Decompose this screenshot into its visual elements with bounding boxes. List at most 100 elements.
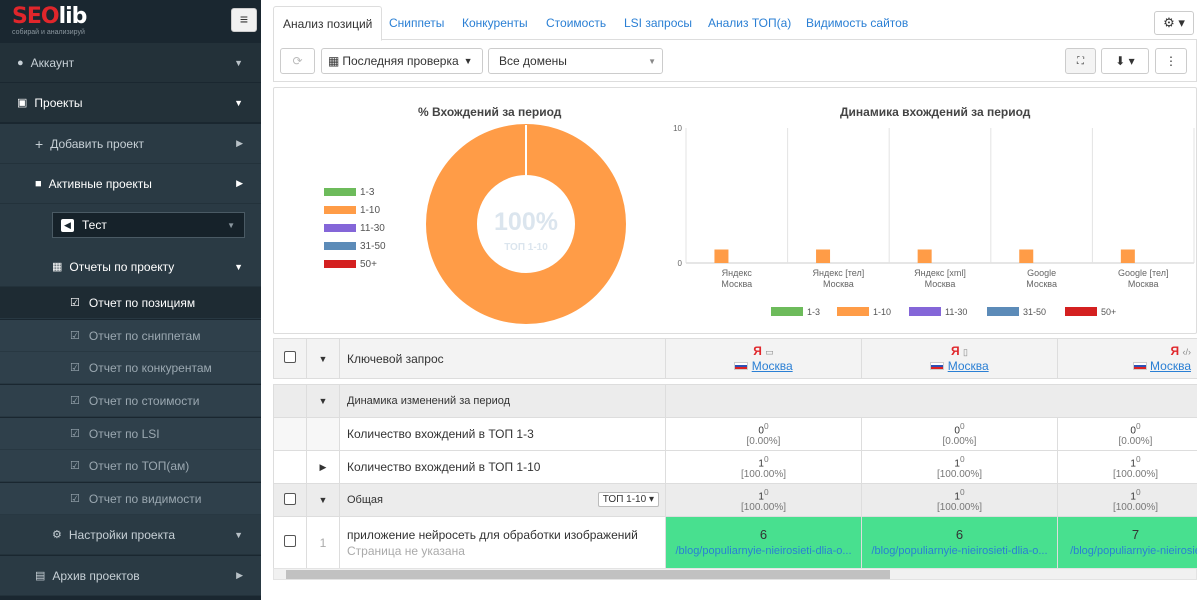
settings-dropdown-button[interactable]: ⚙ ▾ xyxy=(1154,11,1194,35)
bar[interactable] xyxy=(1120,249,1135,264)
domain-select-value: Все домены xyxy=(499,54,567,68)
region-link[interactable]: Москва xyxy=(1150,359,1191,373)
chevron-down-icon: ▼ xyxy=(234,261,243,272)
donut-legend-item[interactable]: 11-30 xyxy=(324,219,386,237)
expand-toggle[interactable]: ▶ xyxy=(306,450,340,484)
project-icon: ◀ xyxy=(61,218,74,232)
stat-cell: 00 [0.00%] xyxy=(665,417,862,451)
region-link[interactable]: Москва xyxy=(751,359,793,373)
donut-legend-item[interactable]: 50+ xyxy=(324,255,386,273)
logo[interactable]: SEOlib собирай и анализируй xyxy=(12,4,87,37)
tab-competitors[interactable]: Конкуренты xyxy=(462,16,528,30)
project-select-value: Тест xyxy=(82,218,107,232)
select-all-checkbox[interactable] xyxy=(284,351,296,363)
sidebar-report-lsi[interactable]: ☑ Отчет по LSI xyxy=(0,418,261,450)
sidebar-item-active-projects[interactable]: ■ Активные проекты ▶ xyxy=(0,164,261,204)
scrollbar-thumb[interactable] xyxy=(286,570,890,579)
row-checkbox[interactable] xyxy=(284,535,296,547)
donut-legend-item[interactable]: 31-50 xyxy=(324,237,386,255)
sidebar-item-reports[interactable]: ▦ Отчеты по проекту ▼ xyxy=(0,247,261,287)
sidebar-item-projects[interactable]: ▣ Проекты ▼ xyxy=(0,83,261,123)
sidebar-report-cost[interactable]: ☑ Отчет по стоимости xyxy=(0,385,261,417)
sidebar-item-label: Архив проектов xyxy=(52,568,140,583)
x-tick-label: Москва xyxy=(1128,279,1159,289)
bar[interactable] xyxy=(917,249,932,264)
folder-icon: ■ xyxy=(35,177,42,190)
domain-select[interactable]: Все домены ▼ xyxy=(488,48,663,74)
url-link[interactable]: /blog/populiarnyie-nieirosie xyxy=(1070,544,1197,557)
caret-down-icon: ▼ xyxy=(227,220,235,230)
keyword-column-header: Ключевой запрос xyxy=(339,338,666,379)
horizontal-scrollbar[interactable] xyxy=(273,568,1197,580)
legend-label: 50+ xyxy=(1101,307,1116,317)
sidebar-report-positions[interactable]: ☑ Отчет по позициям xyxy=(0,287,261,319)
legend-label: 11-30 xyxy=(360,222,385,234)
stat-cell: 10 [100.00%] xyxy=(665,450,862,484)
x-tick-label: Яндекс [тел] xyxy=(813,268,865,278)
legend-label: 50+ xyxy=(360,258,377,270)
bar[interactable] xyxy=(714,249,729,264)
sidebar-item-label: Отчет по сниппетам xyxy=(88,328,201,343)
project-select[interactable]: ◀ Тест ▼ xyxy=(52,212,245,238)
chevron-down-icon: ▼ xyxy=(234,529,243,540)
tab-cost[interactable]: Стоимость xyxy=(546,16,607,30)
sidebar-item-label: Отчет по LSI xyxy=(88,426,160,441)
query-cell: приложение нейросеть для обработки изобр… xyxy=(339,516,666,569)
desktop-icon: ▭ xyxy=(765,347,774,357)
sidebar-item-project-settings[interactable]: ⚙ Настройки проекта ▼ xyxy=(0,515,261,555)
x-tick-label: Google [тел] xyxy=(1118,268,1169,278)
donut-legend-item[interactable]: 1-3 xyxy=(324,183,386,201)
sidebar-item-label: Активные проекты xyxy=(48,176,152,191)
tab-snippets[interactable]: Сниппеты xyxy=(389,16,445,30)
collapse-toggle[interactable]: ▼ xyxy=(306,483,340,517)
logo-tagline: собирай и анализируй xyxy=(12,29,85,36)
more-options-button[interactable]: ⋮ xyxy=(1155,48,1187,74)
legend-swatch xyxy=(1065,307,1097,316)
check-period-value: Последняя проверка xyxy=(342,54,459,68)
tab-positions[interactable]: Анализ позиций xyxy=(273,6,383,41)
tab-lsi[interactable]: LSI запросы xyxy=(624,16,692,30)
bar[interactable] xyxy=(1019,249,1034,264)
sidebar-report-top[interactable]: ☑ Отчет по ТОП(ам) xyxy=(0,450,261,482)
top-range-select[interactable]: ТОП 1-10 ▾ xyxy=(597,492,659,507)
legend-swatch xyxy=(909,307,941,316)
x-tick-label: Москва xyxy=(925,279,956,289)
url-link[interactable]: /blog/populiarnyie-nieirosieti-dlia-o... xyxy=(675,544,852,557)
url-link[interactable]: /blog/populiarnyie-nieirosieti-dlia-o... xyxy=(871,544,1048,557)
legend-label: 11-30 xyxy=(945,307,967,317)
bar-chart-title: Динамика вхождений за период xyxy=(840,105,1031,119)
sidebar-report-visibility[interactable]: ☑ Отчет по видимости xyxy=(0,483,261,515)
sidebar-item-account[interactable]: ● Аккаунт ▼ xyxy=(0,43,261,83)
column-header-yandex-mobile[interactable]: Я ▯ Москва xyxy=(861,338,1058,379)
group-checkbox[interactable] xyxy=(284,492,296,505)
column-header-yandex[interactable]: Я ▭ Москва xyxy=(665,338,862,379)
sidebar-item-label: Отчет по видимости xyxy=(88,491,202,506)
tab-top-analysis[interactable]: Анализ ТОП(а) xyxy=(708,16,792,30)
tab-site-visibility[interactable]: Видимость сайтов xyxy=(806,16,909,30)
sidebar-report-snippets[interactable]: ☑ Отчет по сниппетам xyxy=(0,320,261,352)
chevron-down-icon: ▼ xyxy=(234,97,243,108)
check-period-select[interactable]: ▦ Последняя проверка ▼ xyxy=(321,48,483,74)
expand-all-toggle[interactable]: ▼ xyxy=(306,338,340,379)
collapse-toggle[interactable]: ▼ xyxy=(306,384,340,418)
position-cell[interactable]: 6 /blog/populiarnyie-nieirosieti-dlia-o.… xyxy=(861,516,1058,569)
sidebar-report-competitors[interactable]: ☑ Отчет по конкурентам xyxy=(0,352,261,384)
chevron-right-icon: ▶ xyxy=(236,138,243,148)
position-cell[interactable]: 6 /blog/populiarnyie-nieirosieti-dlia-o.… xyxy=(665,516,862,569)
download-button[interactable]: ⬇ ▾ xyxy=(1101,48,1149,74)
sidebar-item-label: Отчет по стоимости xyxy=(88,393,200,408)
sidebar-item-archive[interactable]: ▤ Архив проектов ▶ xyxy=(0,556,261,596)
donut-legend-item[interactable]: 1-10 xyxy=(324,201,386,219)
hamburger-menu-button[interactable]: ≡ xyxy=(231,8,257,32)
query-text: приложение нейросеть для обработки изобр… xyxy=(347,527,638,542)
refresh-button[interactable]: ⟳ xyxy=(280,48,315,74)
column-header-yandex-xml[interactable]: Я ‹/› Москва xyxy=(1057,338,1197,379)
position-cell[interactable]: 7 /blog/populiarnyie-nieirosie xyxy=(1057,516,1197,569)
region-link[interactable]: Москва xyxy=(947,359,989,373)
dynamics-label: Динамика изменений за период xyxy=(339,384,666,418)
x-tick-label: Яндекс xyxy=(722,268,753,278)
sidebar-item-add-project[interactable]: + Добавить проект ▶ xyxy=(0,124,261,164)
fullscreen-button[interactable]: ⛶ xyxy=(1065,48,1096,74)
bar[interactable] xyxy=(816,249,831,264)
clipboard-check-icon: ☑ xyxy=(70,395,80,407)
